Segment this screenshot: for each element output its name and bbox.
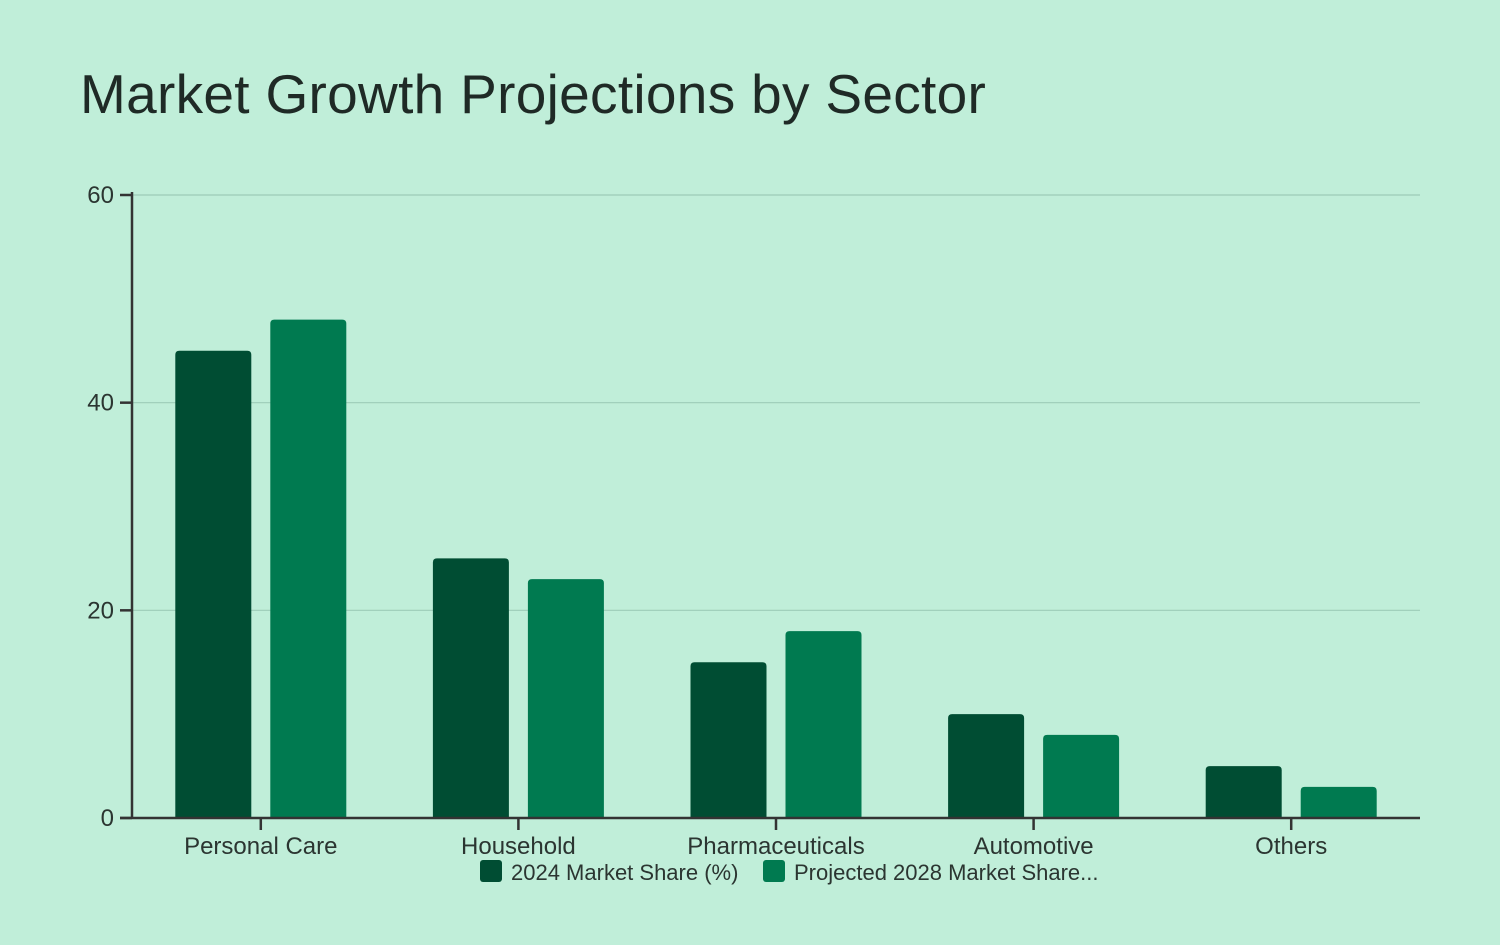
- x-tick-label-2: Pharmaceuticals: [687, 833, 864, 860]
- bar-series1-4: [1205, 766, 1282, 818]
- x-tick-label-0: Personal Care: [184, 833, 337, 860]
- legend-swatch-1: [480, 860, 502, 882]
- x-tick-label-4: Others: [1255, 833, 1327, 860]
- bar-series1-2: [690, 662, 767, 818]
- y-tick-label-1: 20: [87, 597, 114, 624]
- bar-series2-4: [1300, 786, 1377, 818]
- bar-series1-3: [948, 714, 1025, 818]
- bar-series1-0: [175, 350, 252, 818]
- y-tick-label-3: 60: [87, 182, 114, 209]
- bar-series2-0: [270, 319, 347, 818]
- bar-series2-1: [527, 579, 604, 818]
- bar-series1-1: [432, 558, 509, 818]
- legend-swatch-2: [763, 860, 785, 882]
- legend-label-1: 2024 Market Share (%): [511, 860, 738, 885]
- bar-series2-3: [1043, 734, 1120, 818]
- chart-title: Market Growth Projections by Sector: [80, 63, 987, 125]
- bar-series2-2: [785, 631, 862, 818]
- y-tick-label-0: 0: [101, 805, 114, 832]
- y-tick-label-2: 40: [87, 390, 114, 417]
- legend-label-2: Projected 2028 Market Share...: [794, 860, 1099, 885]
- x-tick-label-3: Automotive: [974, 833, 1094, 860]
- x-tick-label-1: Household: [461, 833, 576, 860]
